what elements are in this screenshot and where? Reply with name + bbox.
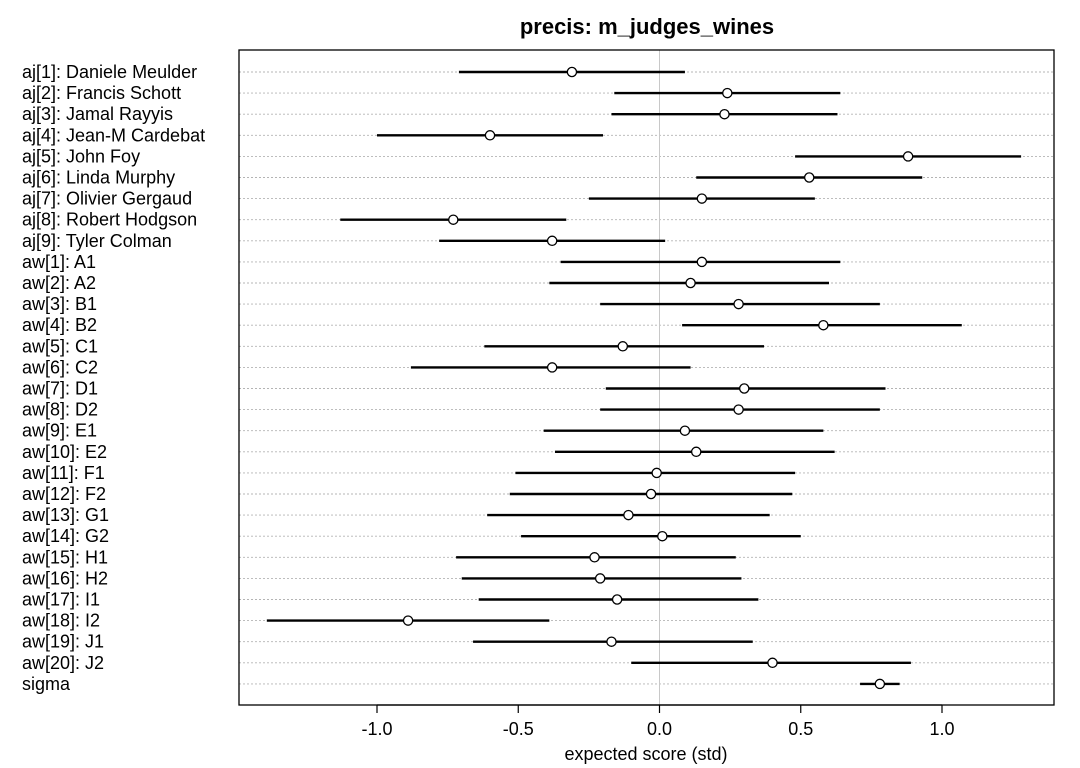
x-axis: -1.0 -0.5 0.0 0.5 1.0 — [361, 704, 955, 739]
chart-title: precis: m_judges_wines — [520, 14, 774, 39]
row-label: aw[12]: F2 — [22, 484, 106, 504]
mean-point — [685, 277, 696, 289]
x-tick-label: 0.0 — [647, 719, 672, 739]
mean-point — [594, 573, 606, 584]
mean-point — [679, 425, 691, 436]
row-label: aw[18]: I2 — [22, 611, 100, 631]
mean-point — [722, 87, 733, 99]
mean-point — [546, 235, 558, 247]
mean-point — [902, 151, 914, 162]
row-label: aj[5]: John Foy — [22, 146, 140, 166]
mean-point — [546, 362, 558, 373]
mean-point — [733, 404, 744, 415]
mean-point — [719, 108, 730, 120]
row-label: aw[1]: A1 — [22, 252, 96, 272]
row-label: aw[13]: G1 — [22, 505, 109, 525]
row-label: aw[6]: C2 — [22, 357, 98, 377]
row-label: aw[15]: H1 — [22, 547, 108, 567]
row-label: aw[9]: E1 — [22, 421, 97, 441]
mean-point — [696, 193, 708, 204]
x-tick-label: 1.0 — [929, 719, 954, 739]
mean-point — [589, 552, 600, 563]
mean-point — [657, 530, 668, 542]
mean-point — [645, 488, 657, 500]
mean-point — [690, 446, 702, 458]
row-label: sigma — [22, 674, 71, 694]
mean-point — [617, 341, 629, 352]
mean-point — [606, 636, 617, 647]
x-axis-title: expected score (std) — [564, 744, 727, 764]
mean-point — [767, 657, 778, 669]
row-label: aw[17]: I1 — [22, 590, 100, 610]
mean-point — [874, 678, 886, 690]
interval-lines — [266, 70, 1022, 686]
mean-point — [803, 172, 815, 183]
row-label: aw[11]: F1 — [22, 463, 105, 483]
row-label: aj[9]: Tyler Colman — [22, 231, 172, 251]
mean-point — [448, 214, 459, 225]
mean-point — [696, 256, 708, 268]
row-label: aw[8]: D2 — [22, 400, 98, 420]
row-label: aw[2]: A2 — [22, 273, 96, 293]
row-label: aw[4]: B2 — [22, 315, 97, 335]
mean-point — [651, 467, 662, 479]
x-tick-label: 0.5 — [788, 719, 813, 739]
row-label: aw[5]: C1 — [22, 336, 98, 356]
mean-point — [739, 383, 750, 394]
row-label: aj[4]: Jean-M Cardebat — [22, 125, 205, 145]
mean-point — [484, 130, 496, 141]
row-label: aw[19]: J1 — [22, 632, 104, 652]
row-label: aw[10]: E2 — [22, 442, 107, 462]
row-label: aj[6]: Linda Murphy — [22, 168, 175, 188]
row-label: aj[8]: Robert Hodgson — [22, 210, 197, 230]
x-tick-label: -1.0 — [361, 719, 392, 739]
row-label: aj[3]: Jamal Rayyis — [22, 104, 173, 124]
row-label: aw[20]: J2 — [22, 653, 104, 673]
row-label: aw[3]: B1 — [22, 294, 97, 314]
x-tick-label: -0.5 — [503, 719, 534, 739]
plot-frame — [238, 49, 1055, 706]
row-label: aj[1]: Daniele Meulder — [22, 62, 197, 82]
row-label: aw[16]: H2 — [22, 568, 108, 588]
mean-point — [611, 594, 623, 605]
mean-point — [402, 615, 414, 626]
mean-point — [566, 66, 578, 78]
row-label: aj[7]: Olivier Gergaud — [22, 189, 192, 209]
mean-point — [623, 509, 634, 521]
row-label: aw[14]: G2 — [22, 526, 109, 546]
row-label: aw[7]: D1 — [22, 379, 98, 399]
mean-points — [402, 66, 914, 690]
mean-point — [733, 298, 744, 310]
row-label: aj[2]: Francis Schott — [22, 83, 181, 103]
row-gridlines — [239, 71, 1054, 685]
mean-point — [818, 319, 829, 331]
